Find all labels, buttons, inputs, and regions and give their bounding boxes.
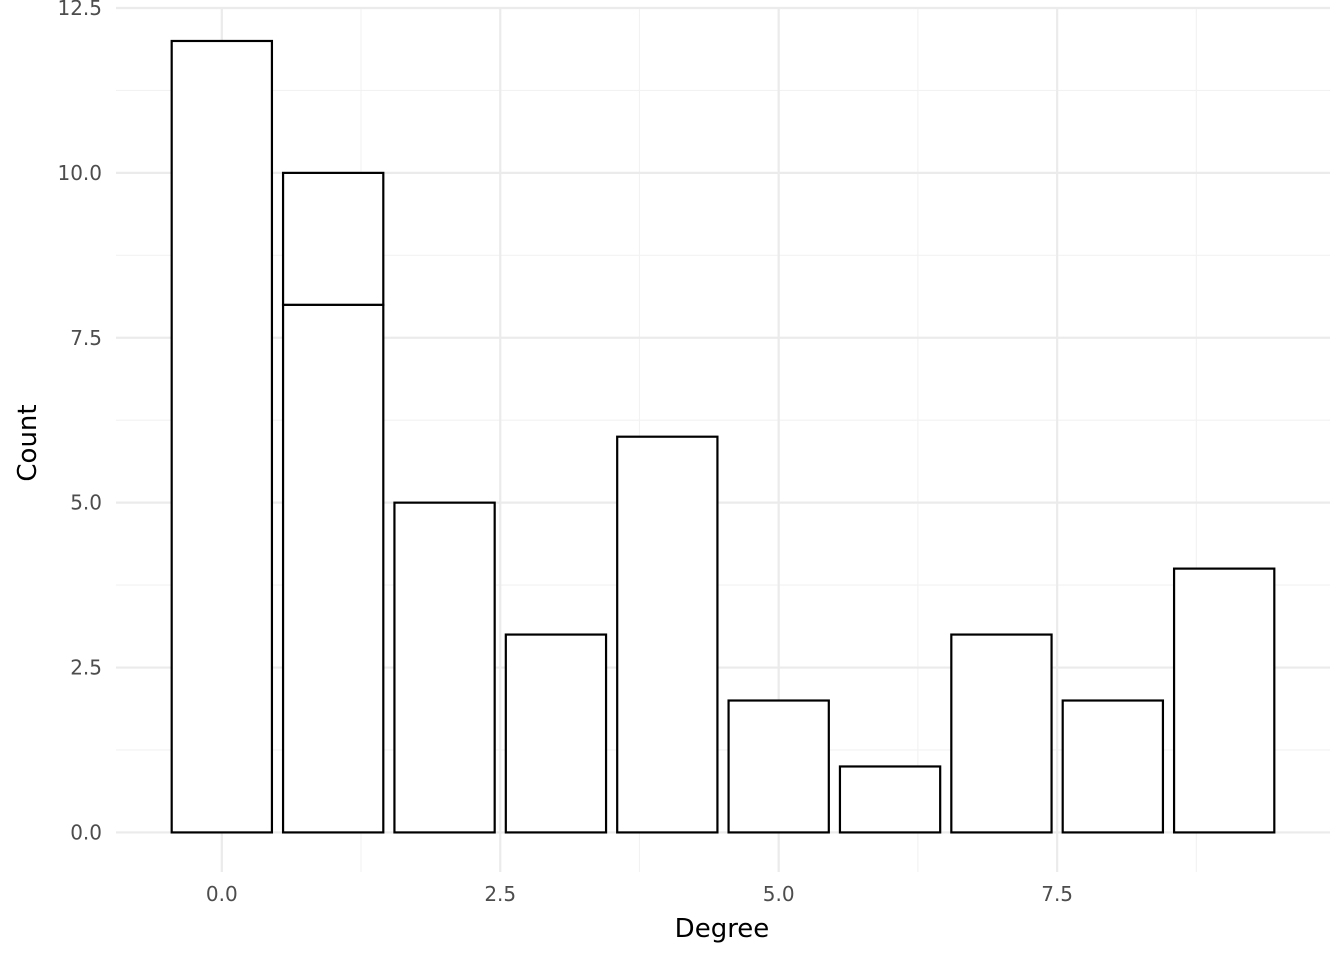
y-tick-label: 5.0	[70, 491, 102, 515]
y-tick-label: 7.5	[70, 326, 102, 350]
x-tick-label: 2.5	[484, 882, 516, 906]
y-tick-label: 12.5	[57, 0, 102, 20]
bar-degree-6	[838, 765, 942, 834]
y-axis-tick-labels: 0.0 2.5 5.0 7.5 10.0 12.5	[57, 0, 102, 844]
x-axis-title: Degree	[675, 914, 770, 944]
x-tick-label: 7.5	[1041, 882, 1073, 906]
bar-degree-1	[281, 303, 385, 834]
x-tick-label: 0.0	[206, 882, 238, 906]
bar-degree-2	[393, 501, 496, 834]
bar-degree-4	[616, 435, 719, 834]
bars	[170, 39, 1276, 834]
y-axis-title: Count	[13, 404, 43, 481]
bar-degree-0	[170, 39, 274, 834]
bar-degree-8	[1061, 699, 1165, 834]
y-tick-label: 10.0	[57, 161, 102, 185]
bar-degree-5	[727, 699, 830, 834]
bar-degree-9	[1172, 567, 1276, 834]
x-axis-tick-labels: 0.0 2.5 5.0 7.5	[206, 882, 1073, 906]
bar-degree-3	[504, 633, 608, 834]
x-tick-label: 5.0	[763, 882, 795, 906]
bar-degree-7	[950, 633, 1053, 834]
y-tick-label: 0.0	[70, 820, 102, 844]
bar-degree-1-stack-1	[281, 171, 385, 306]
y-tick-label: 2.5	[70, 656, 102, 680]
